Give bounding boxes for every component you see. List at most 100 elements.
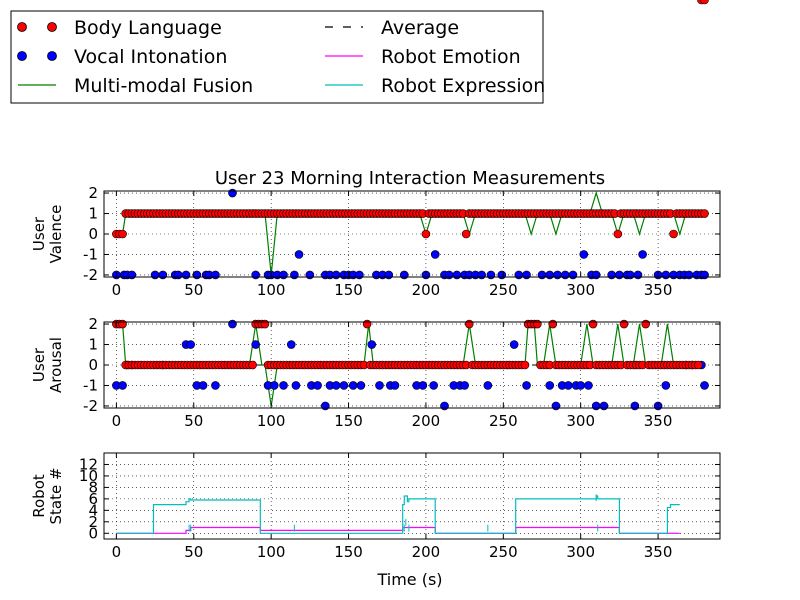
vocal-point (348, 381, 358, 390)
y-axis-label-line: Valence (47, 205, 65, 264)
vocal-point (186, 340, 195, 349)
vocal-point (430, 250, 440, 259)
vocal-point (198, 381, 208, 390)
body-language-point (669, 229, 678, 239)
body-language-point (248, 360, 257, 370)
vocal-point (321, 401, 330, 411)
legend-label: Average (381, 17, 459, 39)
vocal-point (118, 381, 127, 390)
vocal-point (483, 381, 493, 390)
body-language-point (613, 229, 623, 239)
vocal-point (615, 270, 624, 280)
body-language-point (118, 319, 127, 329)
x-tick-label: 50 (184, 281, 203, 299)
x-tick-label: 300 (566, 281, 595, 299)
vocal-point (251, 270, 260, 280)
vocal-point (331, 270, 341, 280)
vocal-point (452, 270, 462, 280)
legend-frame (10, 10, 544, 104)
x-tick-label: 0 (112, 412, 122, 430)
vocal-point (173, 270, 183, 280)
x-tick-label: 350 (644, 281, 673, 299)
vocal-point (477, 270, 486, 280)
y-tick-label: 0 (88, 356, 98, 374)
legend-label: Body Language (74, 17, 222, 39)
vocal-point (684, 270, 694, 280)
vocal-point (367, 340, 377, 349)
legend-entry: Body Language (17, 17, 222, 39)
vocal-point (545, 381, 555, 390)
x-tick-label: 250 (489, 412, 518, 430)
vocal-point (444, 270, 454, 280)
vocal-point (211, 270, 220, 280)
vocal-point (384, 270, 394, 280)
vocal-point (564, 381, 573, 390)
body-language-point (421, 229, 431, 239)
body-language-series (112, 209, 709, 239)
y-tick-label: 10 (79, 467, 98, 485)
y-tick-label: 0 (88, 524, 98, 542)
vocal-point (356, 381, 366, 390)
body-language-point (694, 360, 703, 370)
vocal-point (429, 381, 438, 390)
vocal-point (584, 381, 593, 390)
vocal-point (228, 188, 237, 198)
vocal-point (127, 270, 137, 280)
plot-frame (103, 452, 721, 540)
body-language-point (588, 319, 598, 329)
vocal-point (551, 401, 561, 411)
expression-spikes (188, 494, 599, 532)
vocal-point (514, 270, 524, 280)
vocal-point (286, 340, 296, 349)
y-axis-label-line: User (30, 216, 48, 251)
vocal-point (294, 250, 304, 259)
vocal-point (355, 270, 364, 280)
x-tick-label: 250 (489, 281, 518, 299)
vocal-point (560, 270, 570, 280)
x-tick-label: 50 (184, 412, 203, 430)
vocal-point (630, 401, 640, 411)
legend-entry: Vocal Intonation (17, 46, 227, 68)
x-tick-label: 200 (412, 412, 441, 430)
vocal-point (228, 319, 237, 329)
vocal-point (399, 270, 409, 280)
body-language-point (461, 229, 471, 239)
vocal-point (290, 270, 299, 280)
vocal-point (279, 381, 288, 390)
vocal-point (251, 340, 260, 349)
vocal-point (291, 381, 301, 390)
body-language-point (619, 319, 629, 329)
legend-label: Robot Expression (381, 75, 545, 97)
y-axis-label: UserArousal (30, 337, 65, 393)
x-tick-label: 150 (334, 281, 363, 299)
x-tick-label: 0 (112, 543, 122, 561)
vocal-point (545, 270, 555, 280)
x-tick-label: 250 (489, 543, 518, 561)
vocal-point (497, 270, 507, 280)
vocal-point (486, 270, 496, 280)
y-tick-label: 4 (88, 501, 98, 519)
y-tick-label: 1 (88, 205, 98, 223)
legend-marker (47, 22, 57, 32)
vocal-point (661, 270, 671, 280)
plot-background (104, 453, 720, 539)
y-axis-label-line: User (30, 347, 48, 382)
vocal-point (440, 401, 449, 411)
x-tick-label: 100 (257, 412, 286, 430)
x-tick-label: 0 (112, 281, 122, 299)
vocal-point (313, 381, 322, 390)
y-tick-label: 8 (88, 478, 98, 496)
vocal-point (269, 381, 279, 390)
y-tick-label: 2 (88, 513, 98, 531)
vocal-point (305, 270, 315, 280)
y-tick-label: 1 (88, 336, 98, 354)
x-tick-label: 100 (257, 543, 286, 561)
vocal-point (591, 270, 601, 280)
vocal-point (568, 270, 578, 280)
y-axis-label: UserValence (30, 205, 65, 264)
x-tick-label: 200 (412, 281, 441, 299)
vocal-point (576, 381, 586, 390)
y-tick-label: 2 (88, 184, 98, 202)
